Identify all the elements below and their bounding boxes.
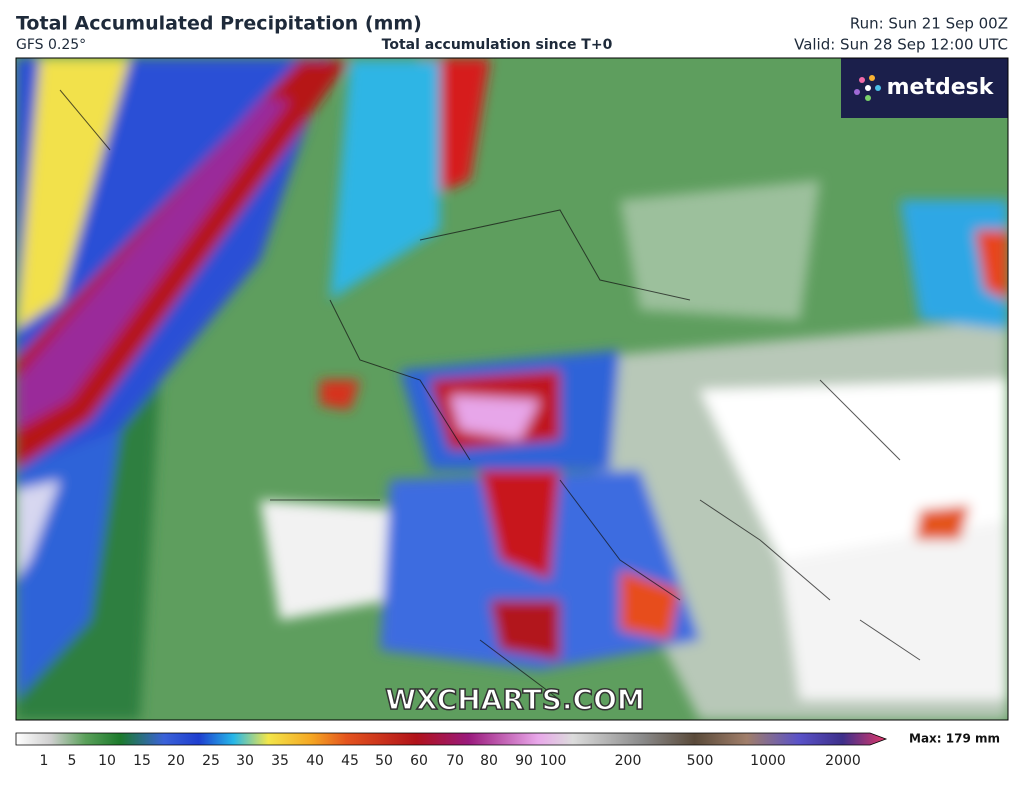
colorbar-label: 20 [167, 753, 185, 769]
map-frame [15, 57, 1009, 721]
colorbar-label: 10 [98, 753, 116, 769]
colorbar-label: 25 [202, 753, 220, 769]
colorbar-labels: 1 5 10 15 20 25 30 35 40 45 50 60 70 80 90 100 200 500 100… [40, 753, 861, 769]
colorbar-label: 70 [446, 753, 464, 769]
colorbar-label: 30 [236, 753, 254, 769]
colorbar-label: 1000 [750, 753, 786, 769]
colorbar-label: 60 [410, 753, 428, 769]
title: Total Accumulated Precipitation (mm) [16, 13, 422, 35]
colorbar-label: 40 [306, 753, 324, 769]
colorbar [15, 732, 888, 746]
colorbar-label: 200 [615, 753, 642, 769]
max-label: Max: 179 mm [909, 732, 1000, 746]
subtitle: Total accumulation since T+0 [382, 37, 613, 53]
map: metdesk WXCHARTS.COM [16, 58, 1008, 720]
model: GFS 0.25° [16, 37, 86, 53]
logo-text: metdesk [887, 75, 995, 100]
colorbar-label: 45 [341, 753, 359, 769]
valid: Valid: Sun 28 Sep 12:00 UTC [794, 36, 1008, 54]
logo-icon [854, 75, 881, 101]
watermark: WXCHARTS.COM [385, 683, 645, 716]
run: Run: Sun 21 Sep 00Z [850, 15, 1008, 33]
colorbar-label: 15 [133, 753, 151, 769]
colorbar-label: 50 [375, 753, 393, 769]
borders [59, 89, 921, 701]
colorbar-label: 1 [40, 753, 49, 769]
colorbar-label: 35 [271, 753, 289, 769]
colorbar-label: 5 [68, 753, 77, 769]
colorbar-label: 2000 [825, 753, 861, 769]
colorbar-label: 500 [687, 753, 714, 769]
colorbar-label: 80 [480, 753, 498, 769]
colorbar-label: 90 [515, 753, 533, 769]
colorbar-label: 100 [540, 753, 567, 769]
